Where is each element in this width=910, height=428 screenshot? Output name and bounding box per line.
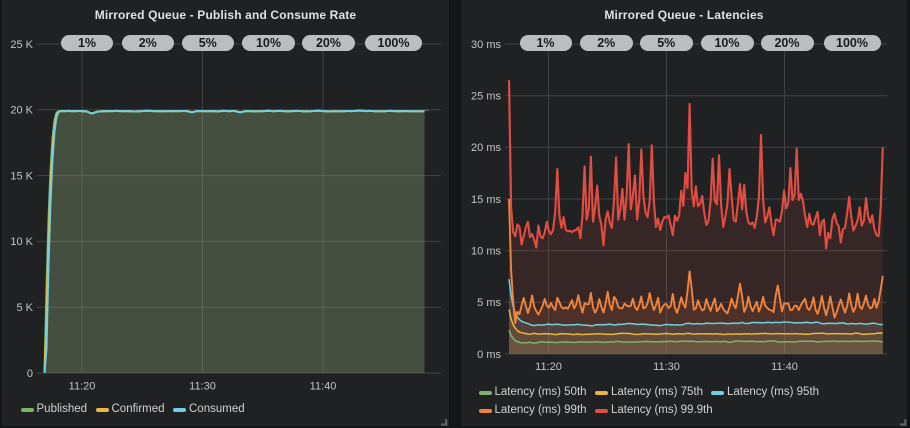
svg-text:11:20: 11:20: [535, 361, 562, 373]
svg-text:5 ms: 5 ms: [477, 297, 501, 309]
svg-text:0 ms: 0 ms: [477, 349, 501, 361]
svg-text:11:40: 11:40: [310, 381, 337, 393]
svg-text:25 ms: 25 ms: [471, 91, 501, 103]
svg-text:20 ms: 20 ms: [471, 142, 501, 154]
svg-text:15 ms: 15 ms: [471, 194, 501, 206]
svg-text:11:40: 11:40: [771, 361, 798, 373]
svg-text:0: 0: [27, 368, 33, 380]
svg-text:30 ms: 30 ms: [471, 39, 501, 51]
svg-text:10 K: 10 K: [10, 236, 33, 248]
svg-text:11:30: 11:30: [653, 361, 680, 373]
svg-text:5 K: 5 K: [16, 302, 33, 314]
svg-text:20 K: 20 K: [10, 105, 33, 117]
svg-text:25 K: 25 K: [10, 39, 33, 51]
svg-text:11:20: 11:20: [69, 381, 96, 393]
svg-text:15 K: 15 K: [10, 170, 33, 182]
svg-text:10 ms: 10 ms: [471, 246, 501, 258]
svg-text:11:30: 11:30: [189, 381, 216, 393]
